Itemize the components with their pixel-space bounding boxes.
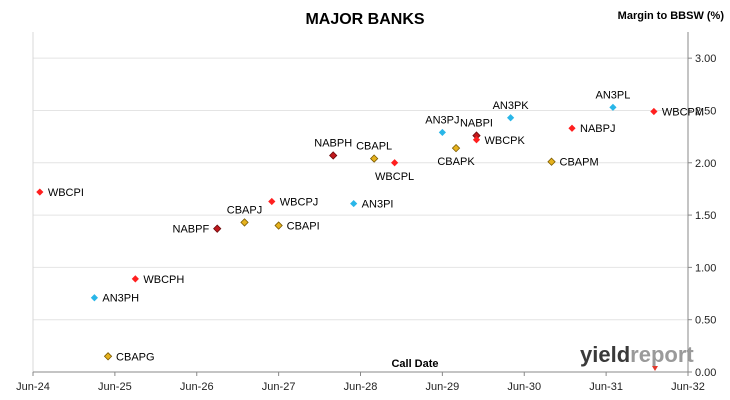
point-marker-wbcpi (36, 188, 44, 196)
yieldreport-logo: yieldreport (580, 342, 694, 371)
y-tick-label: 2.50 (695, 105, 716, 117)
point-label-cbapm: CBAPM (560, 157, 599, 169)
point-marker-cbapi (274, 221, 283, 230)
point-marker-wbcpm (650, 107, 658, 116)
point-marker-cbapm (547, 157, 556, 166)
data-points: WBCPI WBCPH AN3PH CBAPG NABPF CBAPJ WBCPJ CBAPI… (36, 89, 704, 363)
gridlines (33, 57, 688, 321)
point-label-an3pl: AN3PL (596, 89, 631, 101)
point-label-wbcph: WBCPH (143, 274, 184, 286)
point-label-an3pj: AN3PJ (425, 114, 459, 126)
point-label-nabpj: NABPJ (580, 123, 615, 135)
point-marker-an3pj (438, 128, 446, 137)
x-tick-label: Jun-32 (671, 381, 705, 393)
point-label-wbcpm: WBCPM (662, 107, 704, 119)
y-tick-label: 0.00 (695, 367, 716, 379)
y-tick-label: 2.00 (695, 158, 716, 170)
point-marker-nabph (329, 151, 338, 160)
point-label-cbapg: CBAPG (116, 351, 155, 363)
y-tick-label: 1.00 (695, 262, 716, 274)
x-tick-label: Jun-29 (426, 381, 460, 393)
point-label-an3ph: AN3PH (102, 293, 139, 305)
point-marker-wbcpl (391, 159, 399, 167)
y-tick-labels: 0.00 0.50 1.00 1.50 2.00 2.50 3.00 (695, 53, 716, 379)
point-label-wbcpl: WBCPL (375, 171, 414, 183)
x-tick-label: Jun-26 (180, 381, 214, 393)
logo-marker-icon (652, 366, 658, 371)
logo-text-yield: yield (580, 342, 630, 367)
point-label-cbapi: CBAPI (287, 221, 320, 233)
logo-text-report: report (630, 342, 694, 367)
point-label-wbcpi: WBCPI (48, 187, 84, 199)
point-label-an3pi: AN3PI (362, 199, 394, 211)
point-marker-an3pi (350, 199, 358, 208)
point-marker-cbapj (240, 218, 249, 227)
point-marker-wbcpk (472, 136, 481, 144)
point-marker-cbapg (103, 352, 113, 361)
point-label-nabpf: NABPF (173, 224, 210, 236)
point-marker-nabpf (213, 224, 222, 233)
point-marker-wbcph (131, 275, 139, 283)
x-axis-label: Call Date (391, 358, 438, 370)
x-tick-label: Jun-30 (507, 381, 541, 393)
point-label-wbcpj: WBCPJ (280, 196, 319, 208)
x-tick-label: Jun-25 (98, 381, 132, 393)
point-marker-an3pl (609, 103, 617, 111)
point-label-wbcpk: WBCPK (484, 135, 525, 147)
svg-text:yieldreport: yieldreport (580, 342, 694, 367)
x-tick-label: Jun-28 (344, 381, 378, 393)
x-tick-label: Jun-27 (262, 381, 296, 393)
point-label-cbapj: CBAPJ (227, 204, 262, 216)
y-tick-label: 0.50 (695, 315, 716, 327)
y-axis-label: Margin to BBSW (%) (618, 10, 725, 22)
point-marker-nabpj (568, 124, 576, 132)
x-tick-labels: Jun-24 Jun-25 Jun-26 Jun-27 Jun-28 Jun-29 Jun-… (16, 381, 705, 393)
point-marker-cbapl (369, 154, 379, 163)
point-label-cbapk: CBAPK (437, 156, 475, 168)
chart-title: MAJOR BANKS (305, 11, 424, 28)
y-tick-label: 1.50 (695, 210, 716, 222)
y-tick-label: 3.00 (695, 53, 716, 65)
point-label-an3pk: AN3PK (493, 100, 530, 112)
axes (32, 32, 692, 376)
x-tick-label: Jun-31 (589, 381, 623, 393)
point-marker-wbcpj (268, 197, 276, 206)
point-marker-cbapk (451, 143, 461, 153)
x-tick-label: Jun-24 (16, 381, 50, 393)
point-label-nabph: NABPH (314, 137, 352, 149)
point-marker-an3pk (507, 114, 515, 122)
point-marker-an3ph (90, 294, 99, 302)
point-label-cbapl: CBAPL (356, 141, 392, 153)
point-label-nabpi: NABPI (460, 118, 493, 130)
